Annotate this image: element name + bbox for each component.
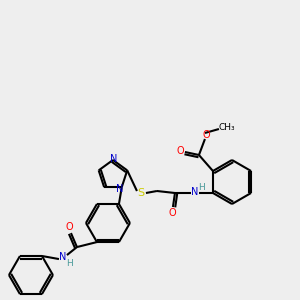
Text: CH₃: CH₃ <box>219 122 235 131</box>
Text: N: N <box>59 252 67 262</box>
Text: S: S <box>137 188 145 198</box>
Text: H: H <box>67 259 73 268</box>
Text: H: H <box>199 184 205 193</box>
Text: O: O <box>202 130 210 140</box>
Text: N: N <box>116 184 124 194</box>
Text: O: O <box>168 208 176 218</box>
Text: O: O <box>176 146 184 156</box>
Text: N: N <box>110 154 118 164</box>
Text: O: O <box>65 222 73 232</box>
Text: N: N <box>191 187 199 197</box>
